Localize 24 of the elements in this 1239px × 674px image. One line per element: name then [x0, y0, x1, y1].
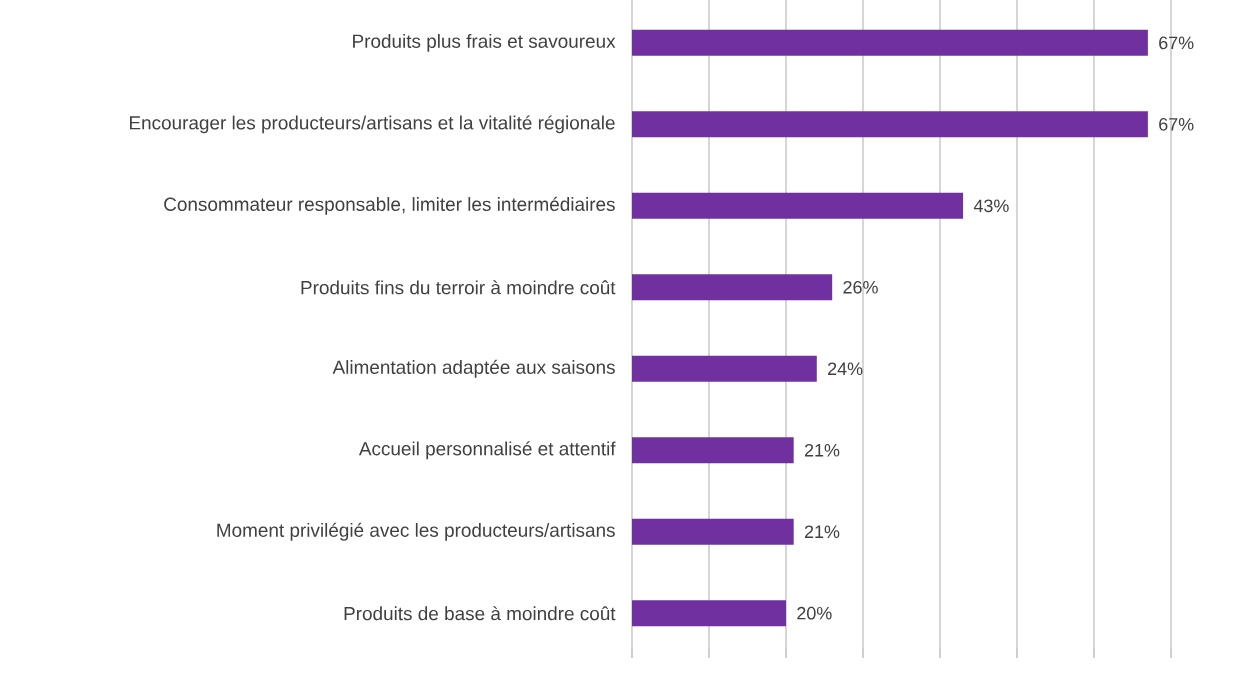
y-tick-label: Consommateur responsable, limiter les intermédiaires	[164, 196, 615, 215]
y-tick-label: Produits plus frais et savoureux	[353, 34, 616, 52]
bar	[631, 518, 794, 545]
data-label: 21%	[804, 525, 840, 539]
bar	[631, 437, 794, 464]
bar	[631, 192, 964, 219]
bar	[631, 111, 1148, 138]
data-label: 20%	[797, 606, 832, 620]
bar	[631, 600, 786, 627]
y-tick-label: Encourager les producteurs/artisans et la vitalité régionale	[130, 115, 615, 134]
data-label: 67%	[1159, 117, 1194, 131]
data-label: 21%	[804, 443, 840, 457]
data-label: 24%	[828, 362, 863, 376]
y-tick-label: Alimentation adaptée aux saisons	[332, 359, 615, 378]
y-tick-label: Accueil personnalisé et attentif	[358, 441, 616, 460]
data-label: 43%	[973, 199, 1009, 213]
bar	[631, 274, 833, 301]
data-label: 67%	[1159, 36, 1194, 50]
y-tick-label: Produits fins du terroir à moindre coût	[301, 280, 616, 295]
bar	[631, 355, 817, 382]
y-tick-label: Moment privilégié avec les producteurs/artisans	[217, 522, 615, 541]
bar	[631, 29, 1148, 56]
y-tick-label: Produits de base à moindre coût	[344, 606, 616, 621]
data-label: 26%	[843, 280, 878, 294]
